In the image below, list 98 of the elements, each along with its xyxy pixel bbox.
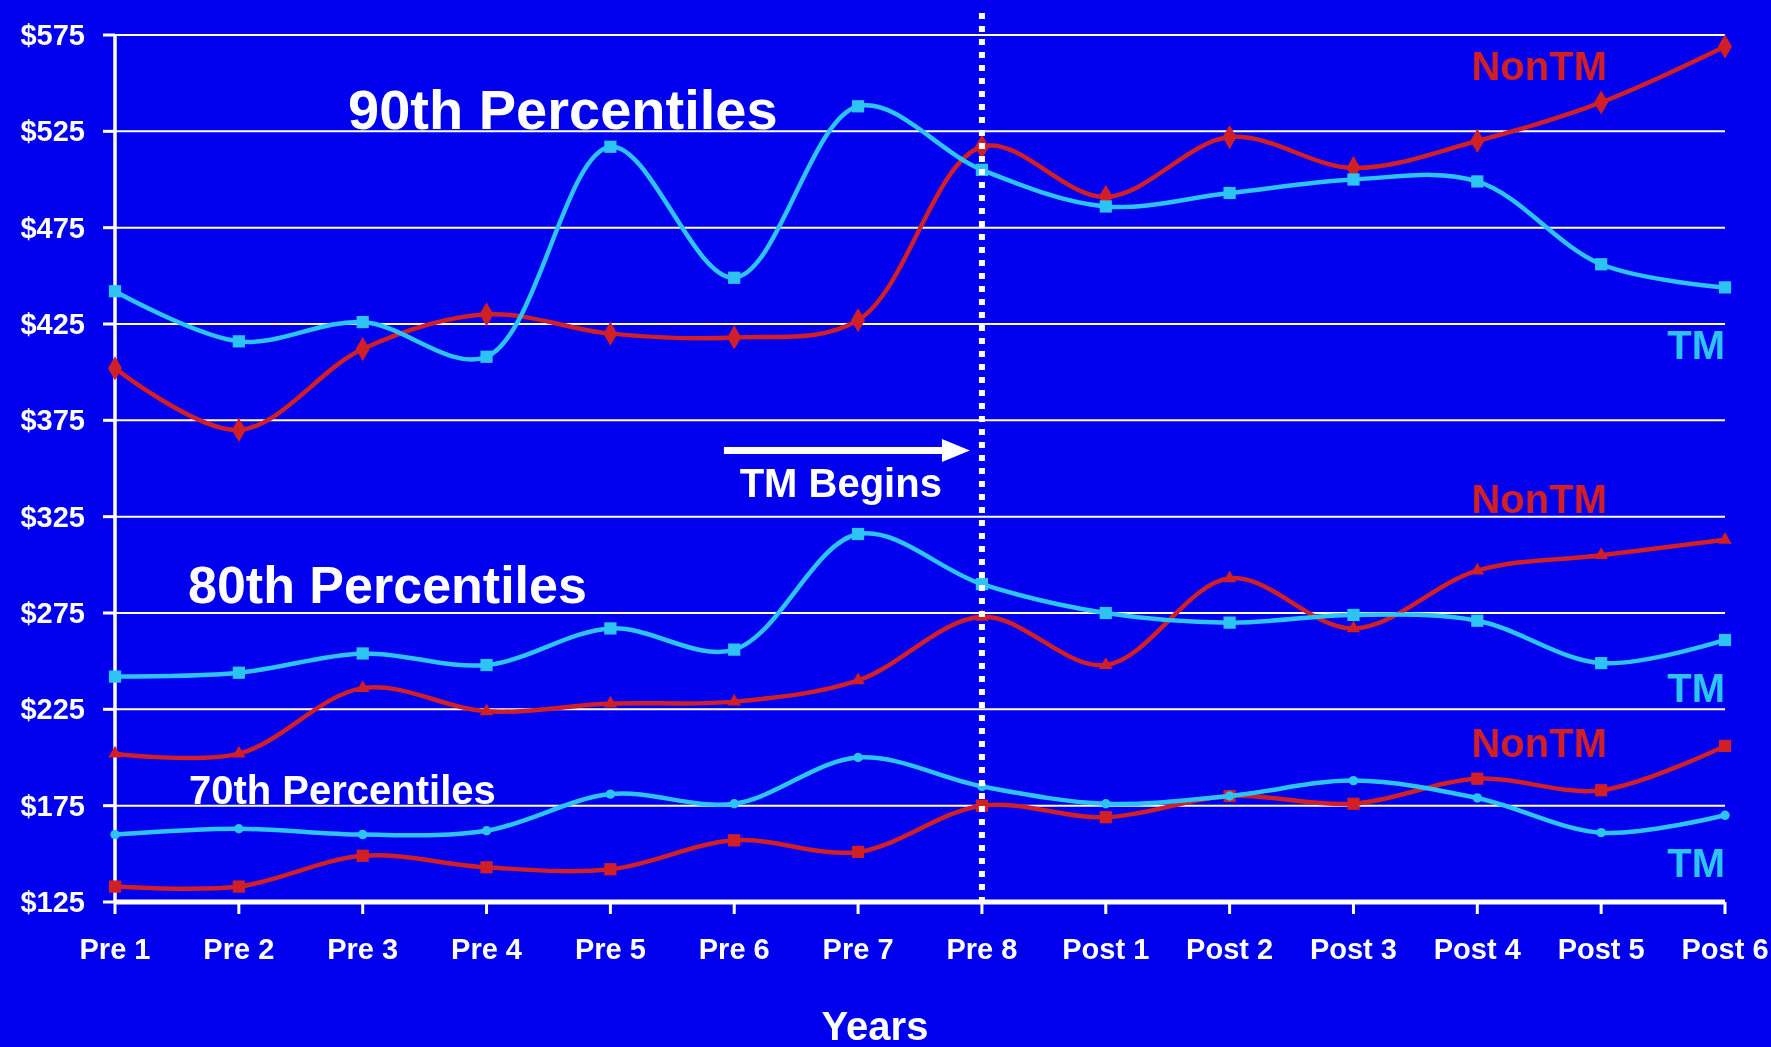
point bbox=[1347, 173, 1360, 186]
x-tick-label: Pre 8 bbox=[946, 933, 1018, 965]
annotation: 80th Percentiles bbox=[188, 556, 587, 614]
point bbox=[232, 880, 245, 893]
point bbox=[1594, 547, 1608, 560]
point bbox=[851, 845, 865, 859]
point bbox=[356, 849, 369, 862]
point bbox=[851, 100, 865, 113]
x-tick-label: Post 3 bbox=[1309, 933, 1397, 965]
y-tick-label: $475 bbox=[20, 211, 85, 244]
point bbox=[1223, 186, 1236, 200]
point bbox=[232, 745, 246, 758]
x-tick-label: Post 5 bbox=[1557, 933, 1645, 965]
point bbox=[1718, 281, 1732, 294]
point bbox=[1595, 258, 1608, 271]
point bbox=[853, 752, 863, 763]
y-tick-label: $375 bbox=[20, 404, 85, 437]
series-label: TM bbox=[1667, 323, 1725, 367]
point bbox=[851, 672, 865, 685]
point bbox=[1596, 827, 1606, 838]
x-tick-label: Pre 6 bbox=[698, 933, 770, 965]
series-label: TM bbox=[1667, 841, 1725, 886]
point bbox=[1472, 793, 1483, 803]
point bbox=[356, 315, 369, 329]
point bbox=[1718, 633, 1732, 647]
point bbox=[1347, 608, 1360, 622]
point bbox=[355, 680, 370, 693]
point bbox=[1595, 656, 1608, 670]
y-tick-label: $225 bbox=[20, 693, 85, 726]
point bbox=[1346, 620, 1361, 633]
point bbox=[232, 666, 245, 679]
point bbox=[1471, 175, 1484, 188]
annotation: 70th Percentiles bbox=[189, 768, 496, 812]
point bbox=[108, 880, 122, 893]
point bbox=[603, 695, 618, 708]
y-tick-label: $575 bbox=[20, 19, 85, 52]
point bbox=[234, 824, 244, 834]
point bbox=[1222, 570, 1237, 583]
point bbox=[1471, 614, 1484, 627]
point bbox=[1223, 616, 1236, 629]
x-tick-label: Pre 5 bbox=[574, 933, 646, 965]
point bbox=[1101, 799, 1111, 809]
point bbox=[481, 826, 492, 836]
x-tick-label: Post 2 bbox=[1186, 933, 1274, 965]
point bbox=[356, 647, 369, 660]
point bbox=[729, 799, 739, 809]
ref-line-label: TM Begins bbox=[739, 461, 942, 505]
point bbox=[232, 335, 245, 348]
point bbox=[728, 643, 741, 656]
point bbox=[1471, 772, 1484, 785]
point bbox=[1720, 810, 1730, 821]
x-tick-label: Pre 7 bbox=[822, 933, 894, 965]
x-tick-label: Post 4 bbox=[1433, 933, 1521, 965]
point bbox=[728, 271, 741, 284]
series-label: TM bbox=[1667, 665, 1725, 710]
point bbox=[108, 745, 122, 758]
point bbox=[1718, 739, 1732, 753]
point bbox=[480, 861, 493, 874]
point bbox=[604, 622, 617, 635]
point bbox=[1098, 657, 1113, 669]
x-tick-label: Post 6 bbox=[1681, 933, 1769, 965]
y-tick-label: $175 bbox=[20, 789, 85, 822]
series-label: NonTM bbox=[1471, 720, 1607, 765]
point bbox=[851, 527, 865, 541]
point bbox=[110, 829, 120, 840]
y-tick-label: $275 bbox=[20, 597, 85, 630]
point bbox=[1470, 562, 1485, 575]
point bbox=[480, 658, 493, 672]
x-tick-label: Post 1 bbox=[1062, 933, 1150, 965]
point bbox=[480, 350, 493, 363]
y-tick-label: $325 bbox=[20, 500, 85, 533]
point bbox=[604, 140, 617, 153]
x-tick-label: Pre 3 bbox=[327, 933, 399, 965]
point bbox=[1099, 606, 1112, 620]
point bbox=[357, 829, 368, 840]
point bbox=[1347, 797, 1360, 810]
point bbox=[1099, 811, 1112, 824]
x-tick-label: Pre 2 bbox=[203, 933, 275, 965]
point bbox=[479, 703, 494, 716]
point bbox=[108, 285, 122, 298]
point bbox=[727, 693, 742, 706]
x-tick-label: Pre 4 bbox=[451, 933, 523, 965]
x-tick-label: Pre 1 bbox=[79, 933, 151, 965]
point bbox=[604, 863, 617, 876]
point bbox=[108, 670, 122, 683]
point bbox=[1099, 200, 1112, 213]
annotation: 90th Percentiles bbox=[348, 78, 778, 141]
point bbox=[1595, 784, 1608, 797]
point bbox=[605, 789, 616, 799]
point bbox=[1718, 531, 1732, 544]
point bbox=[728, 834, 741, 847]
y-tick-label: $525 bbox=[20, 115, 85, 148]
x-axis-title: Years bbox=[821, 1004, 929, 1047]
point bbox=[1348, 775, 1359, 786]
series-label: NonTM bbox=[1471, 44, 1607, 89]
series-label: NonTM bbox=[1471, 476, 1607, 521]
y-tick-label: $425 bbox=[20, 308, 85, 341]
y-tick-label: $125 bbox=[20, 886, 85, 919]
